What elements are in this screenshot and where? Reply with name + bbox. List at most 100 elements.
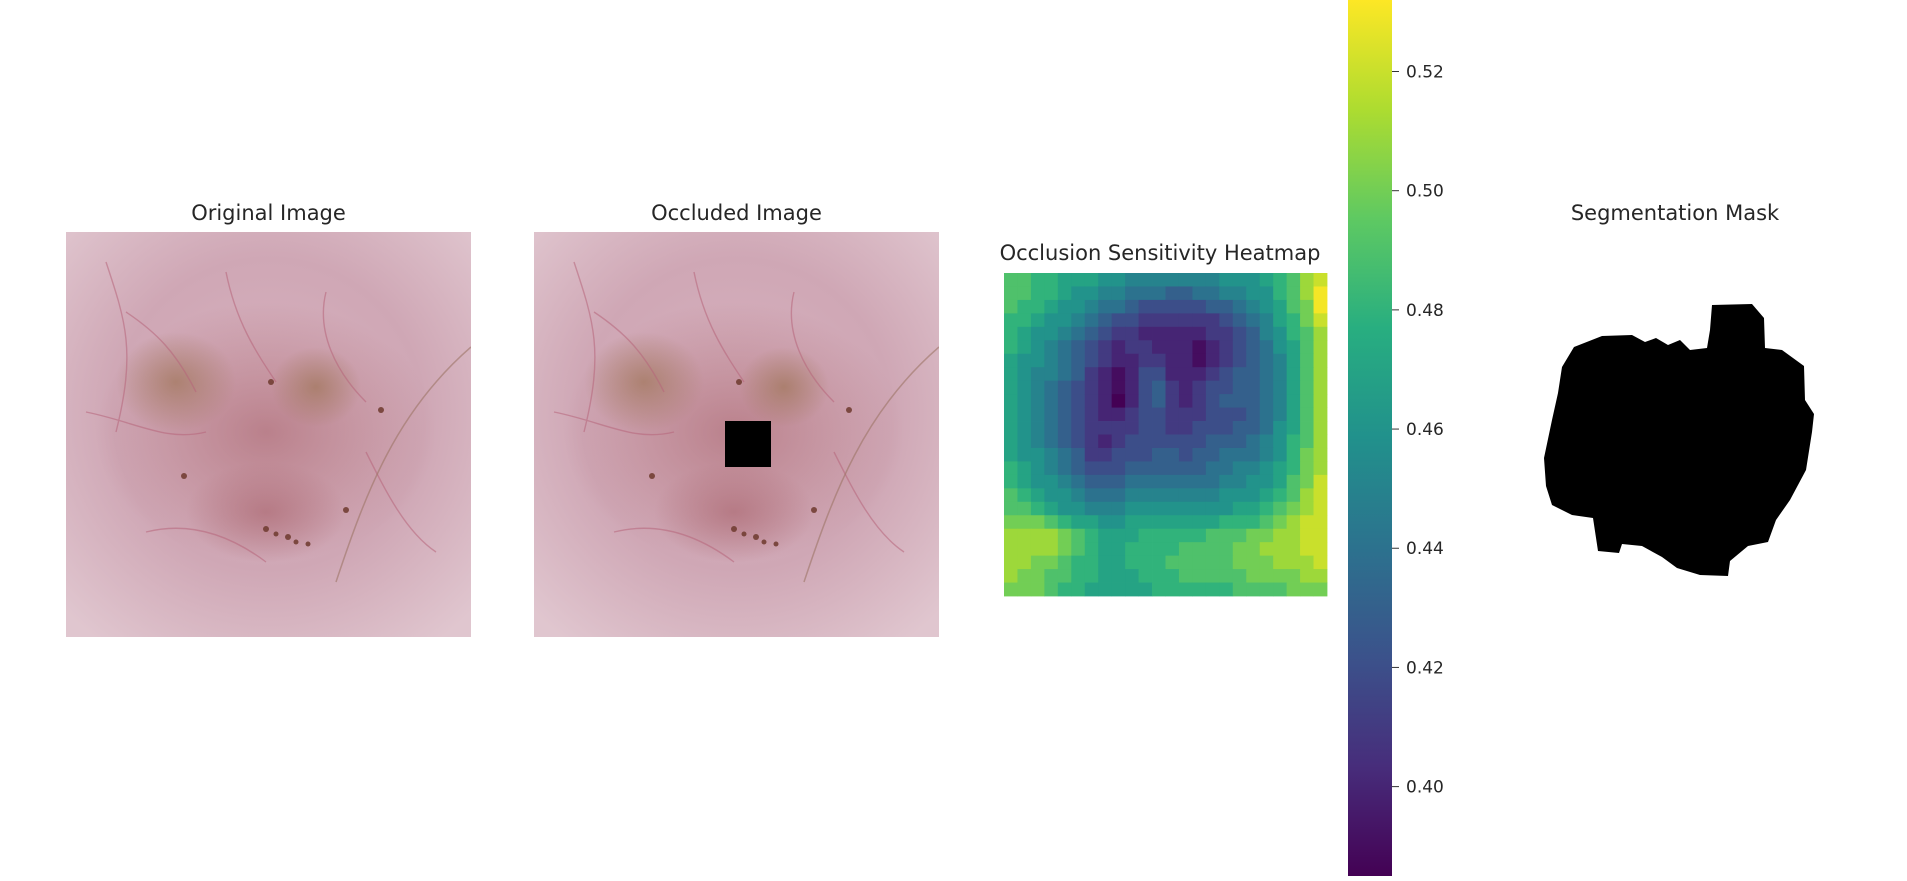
heatmap-cell [1286,447,1301,462]
heatmap-cell [1259,447,1274,462]
heatmap-cell [1098,380,1113,395]
heatmap-cell [1273,447,1288,462]
heatmap-cell [1125,313,1139,328]
heatmap-cell [1098,515,1113,530]
heatmap-cell [1219,461,1234,476]
heatmap-cell [1017,367,1032,382]
heatmap-cell [1057,299,1072,314]
heatmap-cell [1098,447,1113,462]
heatmap-cell [1192,299,1207,314]
heatmap-cell [1232,501,1247,516]
heatmap-cell [1098,474,1113,489]
heatmap-cell [1017,353,1032,368]
heatmap-cell [1286,394,1301,408]
heatmap-cell [1178,528,1193,543]
heatmap-cell [1111,569,1126,583]
heatmap-cell [1030,326,1045,341]
heatmap-cell [1084,421,1099,435]
heatmap-cell [1111,326,1126,341]
heatmap-cell [1084,340,1099,355]
heatmap-cell [1044,555,1059,570]
heatmap-cell [1057,340,1072,355]
heatmap-cell [1044,542,1059,557]
heatmap-cell [1152,380,1166,395]
heatmap-cell [1259,326,1274,341]
heatmap-cell [1192,447,1207,462]
heatmap-cell [1165,286,1180,301]
heatmap-cell [1300,353,1314,368]
heatmap-cell [1232,474,1247,489]
heatmap-cell [1286,313,1301,328]
heatmap-cell [1057,367,1072,382]
heatmap-cell [1273,488,1288,503]
heatmap-cell [1178,353,1193,368]
heatmap-cell [1057,286,1072,301]
heatmap-cell [1192,434,1207,449]
heatmap-cell [1152,313,1166,328]
heatmap-cell [1232,367,1247,382]
heatmap-cell [1004,353,1018,368]
heatmap-cell [1111,421,1126,435]
heatmap-cell [1219,340,1234,355]
heatmap-cell [1071,542,1086,557]
heatmap-cell [1004,313,1018,328]
heatmap-cell [1259,353,1274,368]
heatmap-cell [1098,353,1113,368]
heatmap-cell [1259,569,1274,583]
heatmap-cell [1259,461,1274,476]
heatmap-cell [1219,367,1234,382]
heatmap-cell [1313,474,1328,489]
heatmap-cell [1259,434,1274,449]
heatmap-cell [1300,367,1314,382]
heatmap-cell [1192,353,1207,368]
heatmap-cell [1111,394,1126,408]
heatmap-cell [1152,367,1166,382]
heatmap-cell [1259,407,1274,422]
heatmap-cell [1125,569,1139,583]
heatmap-cell [1017,528,1032,543]
heatmap-cell [1205,380,1220,395]
heatmap-cell [1205,474,1220,489]
heatmap-cell [1111,407,1126,422]
heatmap-cell [1138,488,1153,503]
heatmap-cell [1004,421,1018,435]
heatmap-cell [1178,555,1193,570]
heatmap-cell [1030,394,1045,408]
heatmap-cell [1300,474,1314,489]
heatmap-cell [1138,447,1153,462]
heatmap-cell [1300,528,1314,543]
heatmap-cell [1017,555,1032,570]
heatmap-cell [1125,326,1139,341]
heatmap-cell [1273,326,1288,341]
heatmap-cell [1030,313,1045,328]
colorbar-tick-label: 0.40 [1406,778,1444,798]
heatmap-cell [1259,421,1274,435]
heatmap-cell [1246,582,1261,597]
heatmap-cell [1098,286,1113,301]
heatmap-cell [1125,434,1139,449]
heatmap-cell [1286,326,1301,341]
heatmap-cell [1273,501,1288,516]
heatmap-cell [1044,501,1059,516]
heatmap-cell [1004,515,1018,530]
occluded-image-title: Occluded Image [651,201,822,225]
heatmap-cell [1165,569,1180,583]
heatmap-cell [1071,461,1086,476]
occluded-image [534,232,939,637]
heatmap-cell [1084,488,1099,503]
heatmap-cell [1030,434,1045,449]
heatmap-cell [1071,407,1086,422]
heatmap-cell [1098,299,1113,314]
heatmap-cell [1044,326,1059,341]
heatmap-cell [1300,380,1314,395]
heatmap-cell [1138,434,1153,449]
heatmap-cell [1219,421,1234,435]
heatmap-cell [1111,501,1126,516]
heatmap-cell [1152,326,1166,341]
heatmap-cell [1044,474,1059,489]
heatmap-cell [1165,394,1180,408]
heatmap-cell [1192,407,1207,422]
heatmap-cell [1125,286,1139,301]
heatmap-cell [1178,569,1193,583]
heatmap-cell [1165,582,1180,597]
